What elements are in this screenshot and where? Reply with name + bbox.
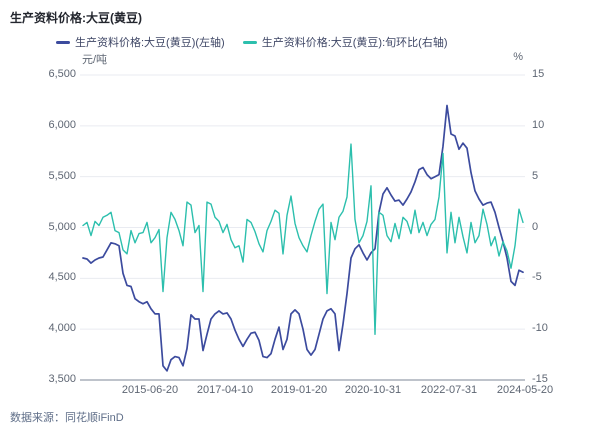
- data-source-note: 数据来源：同花顺iFinD: [10, 412, 124, 424]
- x-axis-label: 2020-10-31: [344, 384, 402, 396]
- y-axis-label-left: 3,500: [48, 373, 76, 385]
- legend-item-price-label: 生产资料价格:大豆(黄豆)(左轴): [75, 37, 225, 49]
- y-axis-label-right: 0: [532, 220, 539, 233]
- legend-item-price[interactable]: 生产资料价格:大豆(黄豆)(左轴): [56, 34, 225, 50]
- y-axis-label-left: 5,000: [48, 220, 76, 233]
- price-series-marker-icon: [56, 40, 70, 44]
- legend-item-pct[interactable]: 生产资料价格:大豆(黄豆):旬环比(右轴): [242, 34, 448, 50]
- y-axis-label-left: 4,000: [48, 322, 76, 335]
- legend: 生产资料价格:大豆(黄豆)(左轴) 生产资料价格:大豆(黄豆):旬环比(右轴): [56, 34, 447, 50]
- y-axis-label-right: -10: [532, 322, 548, 335]
- y-axis-label-right: -15: [532, 373, 548, 385]
- x-axis-label: 2015-06-20: [121, 384, 179, 396]
- y-axis-label-right: 15: [532, 68, 545, 80]
- x-axis-label: 2024-05-20: [496, 384, 554, 396]
- pct-change-line: [82, 143, 524, 335]
- y-axis-label-left: 6,000: [48, 118, 76, 131]
- y-axis-label-right: -5: [532, 271, 542, 284]
- y-axis-label-left: 4,500: [48, 271, 76, 284]
- right-axis-unit: %: [513, 51, 523, 63]
- y-axis-label-left: 5,500: [48, 169, 76, 182]
- y-axis-label-right: 10: [532, 118, 545, 131]
- y-axis-label-left: 6,500: [48, 68, 76, 80]
- legend-item-pct-label: 生产资料价格:大豆(黄豆):旬环比(右轴): [261, 37, 448, 49]
- left-axis-unit: 元/吨: [82, 54, 108, 66]
- pct-series-marker-icon: [242, 40, 257, 44]
- chart-title: 生产资料价格:大豆(黄豆): [10, 11, 142, 25]
- y-axis-label-right: 5: [532, 169, 539, 182]
- x-axis-label: 2017-04-10: [196, 384, 254, 396]
- x-axis-label: 2022-07-31: [420, 384, 478, 396]
- price-line: [82, 104, 524, 372]
- x-axis-label: 2019-01-20: [270, 384, 328, 396]
